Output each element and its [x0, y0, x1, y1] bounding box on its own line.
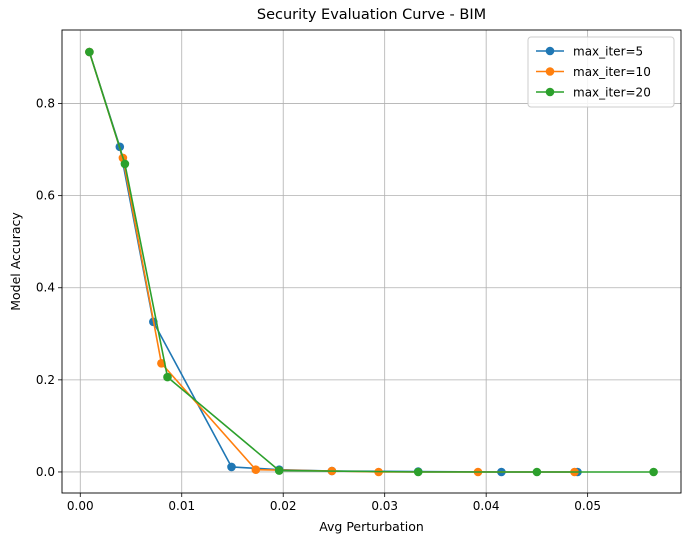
y-axis-label: Model Accuracy [8, 212, 23, 311]
data-point [413, 467, 423, 477]
x-tick-label: 0.04 [473, 499, 500, 513]
legend-marker [545, 67, 555, 76]
chart-title: Security Evaluation Curve - BIM [257, 7, 486, 23]
data-point [649, 467, 658, 477]
x-tick-label: 0.01 [168, 499, 195, 513]
data-point [85, 47, 94, 57]
legend: max_iter=5 max_iter=10 max_iter=20 [527, 36, 675, 108]
series-3 [85, 47, 658, 477]
y-tick-label: 0.0 [36, 465, 55, 479]
data-point [532, 467, 542, 477]
x-axis-label: Avg Perturbation [319, 519, 424, 534]
data-point [120, 159, 130, 169]
x-tick-label: 0.05 [574, 499, 601, 513]
series-layer [85, 47, 658, 477]
x-tick-label: 0.00 [67, 499, 94, 513]
legend-item: max_iter=20 [536, 86, 651, 100]
y-tick-label: 0.8 [36, 97, 55, 111]
y-tick-label: 0.6 [36, 189, 55, 203]
legend-marker [545, 87, 555, 97]
legend-label: max_iter=10 [573, 65, 651, 79]
data-point [227, 462, 236, 472]
legend-marker [545, 46, 555, 56]
axis-ticks: 0.00 0.01 0.02 0.03 0.04 0.05 0.0 0.2 0.4 0.6 0.8 [36, 97, 601, 513]
y-tick-label: 0.2 [36, 373, 55, 387]
y-tick-label: 0.4 [36, 281, 55, 295]
legend-item: max_iter=10 [536, 65, 651, 79]
x-tick-label: 0.03 [371, 499, 398, 513]
data-point [163, 372, 172, 382]
data-point [251, 465, 261, 475]
data-point [274, 466, 284, 475]
legend-box [527, 36, 675, 108]
legend-item: max_iter=5 [536, 45, 643, 59]
legend-label: max_iter=20 [573, 86, 651, 100]
legend-label: max_iter=5 [573, 45, 643, 59]
x-tick-label: 0.02 [270, 499, 297, 513]
plot-frame [61, 29, 682, 494]
